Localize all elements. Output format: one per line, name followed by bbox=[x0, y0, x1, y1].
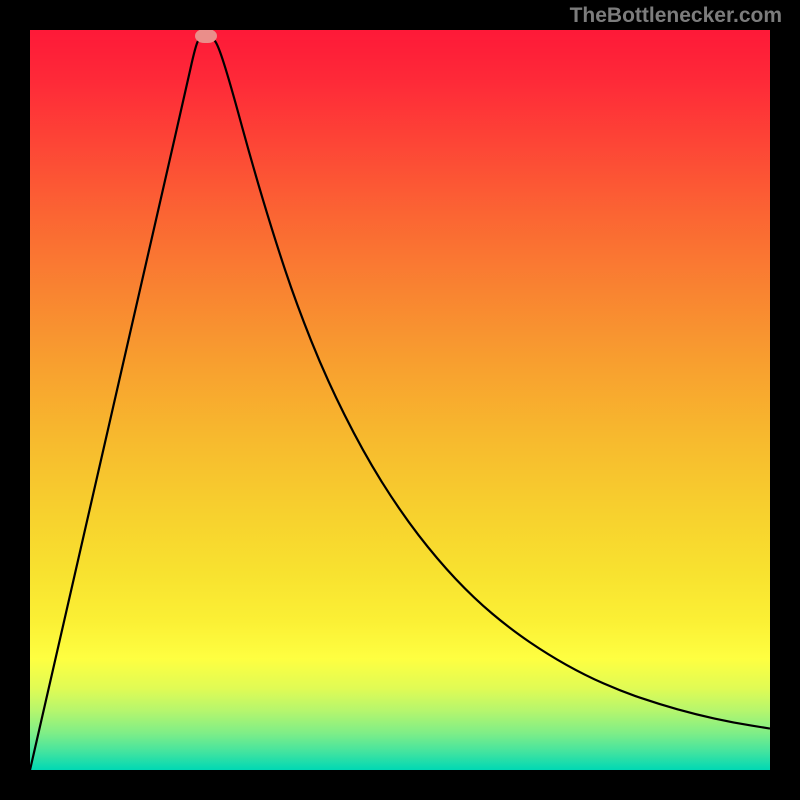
optimal-point-marker bbox=[195, 30, 217, 43]
watermark-text: TheBottlenecker.com bbox=[570, 4, 782, 28]
chart-plot-area bbox=[30, 30, 770, 770]
bottleneck-curve bbox=[30, 30, 770, 770]
